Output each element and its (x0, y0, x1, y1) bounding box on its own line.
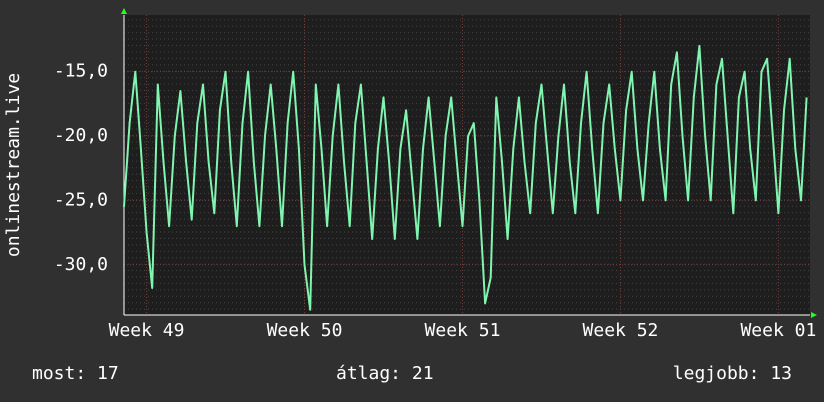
x-tick-label: Week 52 (583, 320, 659, 341)
data-line (123, 44, 808, 311)
x-tick-label: Week 51 (425, 320, 501, 341)
y-tick-label: -30,0 (54, 254, 108, 275)
stat-current: most: 17 (32, 363, 119, 384)
x-tick-label: Week 01 (740, 320, 816, 341)
axis-arrow (121, 8, 127, 14)
x-tick-label: Week 50 (267, 320, 343, 341)
y-axis-label: onlinestream.live (3, 73, 24, 257)
y-tick-label: -25,0 (54, 189, 108, 210)
y-tick-label: -20,0 (54, 125, 108, 146)
stat-average: átlag: 21 (336, 363, 434, 384)
stat-best: legjobb: 13 (673, 363, 792, 384)
y-tick-label: -15,0 (54, 61, 108, 82)
x-tick-label: Week 49 (109, 320, 185, 341)
axis-arrow (811, 312, 817, 318)
